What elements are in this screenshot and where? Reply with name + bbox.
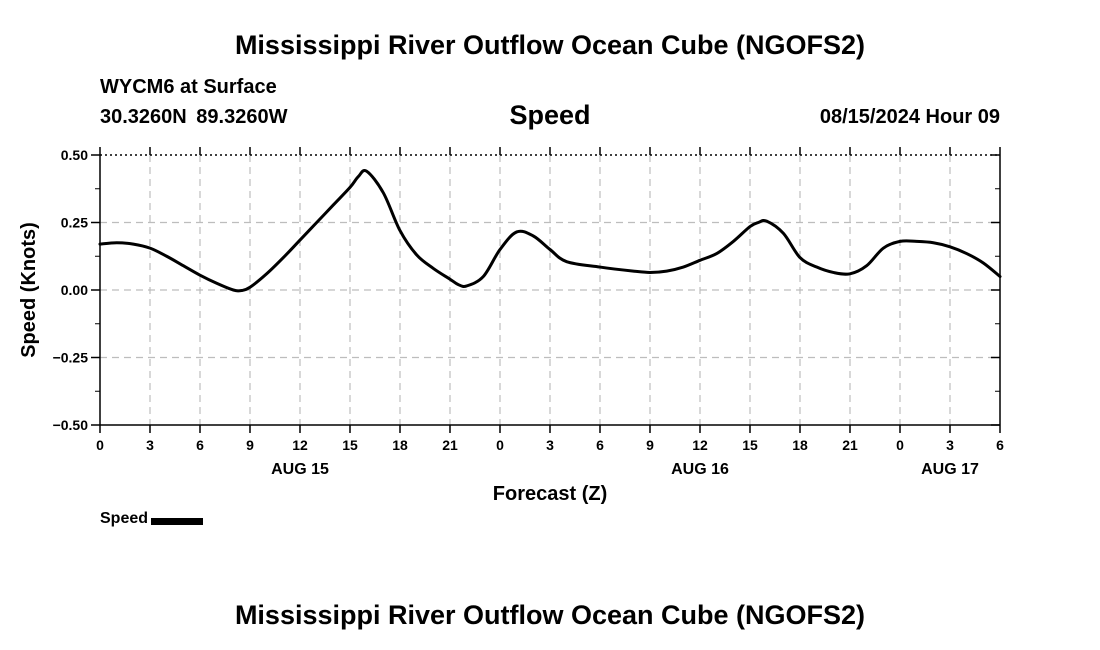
- x-tick-label: 0: [96, 437, 104, 453]
- date-label: AUG 15: [271, 461, 329, 478]
- y-tick-label: 0.25: [61, 215, 88, 231]
- legend-label: Speed: [100, 510, 149, 527]
- y-tick-label: −0.50: [53, 417, 89, 433]
- x-tick-label: 15: [342, 437, 358, 453]
- y-tick-label: −0.25: [53, 350, 89, 366]
- legend: Speed: [100, 510, 204, 528]
- x-tick-label: 18: [792, 437, 808, 453]
- x-tick-label: 3: [946, 437, 954, 453]
- x-tick-label: 0: [496, 437, 504, 453]
- x-tick-label: 9: [246, 437, 254, 453]
- x-tick-label: 6: [196, 437, 204, 453]
- x-tick-label: 12: [292, 437, 308, 453]
- legend-line-swatch: [151, 517, 204, 525]
- x-tick-label: 21: [842, 437, 858, 453]
- station-name: WYCM6 at Surface: [100, 76, 277, 98]
- series-line-speed: [98, 169, 1002, 293]
- x-tick-label: 6: [596, 437, 604, 453]
- y-tick-label: 0.50: [61, 147, 88, 163]
- x-axis-title: Forecast (Z): [493, 483, 607, 505]
- x-tick-label: 0: [896, 437, 904, 453]
- y-axis-title: Speed (Knots): [18, 222, 40, 358]
- date-label: AUG 17: [921, 461, 979, 478]
- chart-main-title: Mississippi River Outflow Ocean Cube (NG…: [234, 30, 866, 60]
- x-tick-label: 18: [392, 437, 408, 453]
- y-tick-label: 0.00: [61, 282, 88, 298]
- x-tick-label: 3: [146, 437, 154, 453]
- x-tick-label: 3: [546, 437, 554, 453]
- plot-variable-label: Speed: [509, 100, 591, 130]
- x-tick-label: 6: [996, 437, 1004, 453]
- x-tick-label: 15: [742, 437, 758, 453]
- next-chart-title: Mississippi River Outflow Ocean Cube (NG…: [234, 600, 866, 630]
- x-tick-label: 12: [692, 437, 708, 453]
- x-tick-label: 9: [646, 437, 654, 453]
- date-label: AUG 16: [671, 461, 729, 478]
- station-coordinates: 30.3260N 89.3260W: [100, 106, 288, 128]
- x-tick-label: 21: [442, 437, 458, 453]
- forecast-run-time: 08/15/2024 Hour 09: [819, 106, 1000, 128]
